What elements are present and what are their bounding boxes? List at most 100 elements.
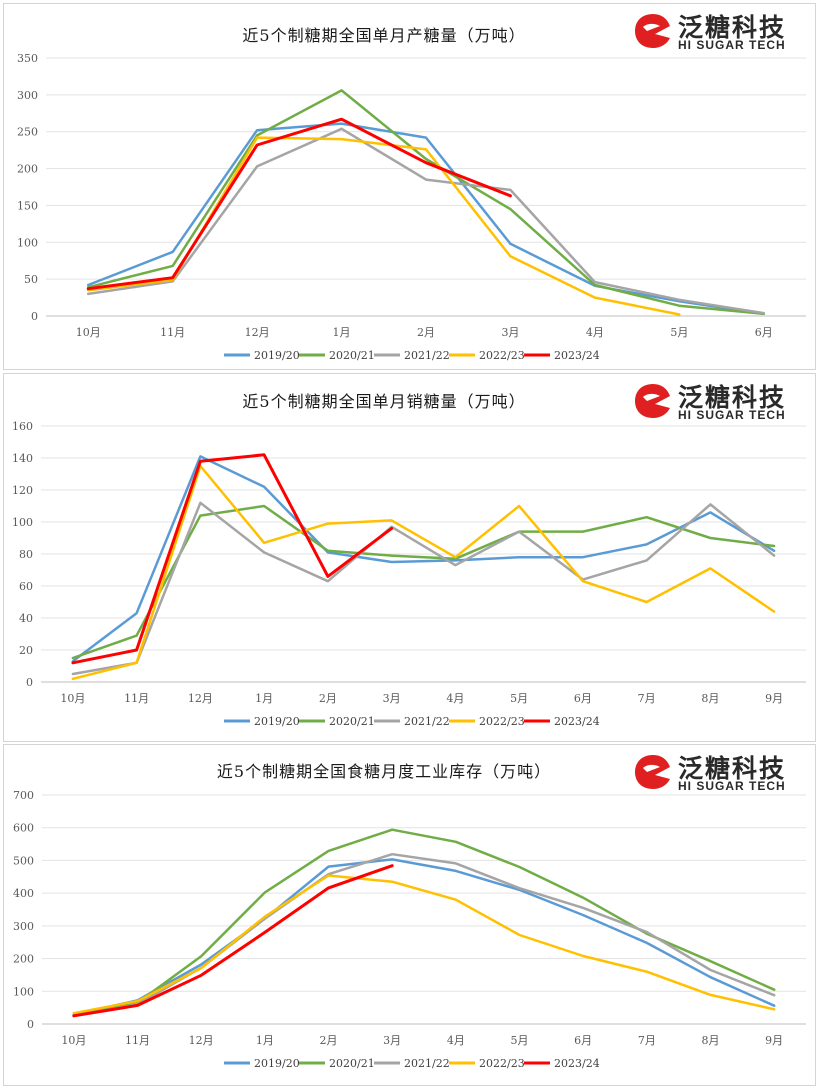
y-tick-label: 40: [19, 612, 33, 625]
x-tick-label: 9月: [765, 1034, 783, 1047]
legend-label: 2022/23: [479, 1057, 525, 1070]
x-tick-label: 8月: [702, 1034, 720, 1047]
y-tick-label: 700: [13, 789, 34, 802]
brand-mark-icon: [635, 755, 670, 789]
legend-label: 2019/20: [254, 715, 300, 728]
y-tick-label: 80: [19, 548, 33, 561]
x-tick-label: 2月: [417, 326, 435, 339]
y-tick-label: 500: [13, 854, 34, 867]
y-tick-label: 120: [12, 484, 33, 497]
x-tick-label: 6月: [755, 326, 773, 339]
x-tick-label: 4月: [447, 1034, 465, 1047]
series-line-2023-24: [71, 453, 394, 665]
y-tick-label: 200: [13, 953, 34, 966]
brand-name-cn: 泛糖科技: [678, 13, 787, 42]
y-tick-label: 100: [17, 236, 38, 249]
chart-title: 近5个制糖期全国单月销糖量（万吨）: [242, 392, 526, 411]
x-tick-label: 10月: [60, 692, 85, 705]
x-tick-label: 1月: [256, 1034, 274, 1047]
series-line-2019-20: [72, 858, 776, 1016]
legend-label: 2020/21: [329, 349, 375, 362]
y-tick-label: 60: [19, 580, 33, 593]
brand-logo: 泛糖科技 HI SUGAR TECH: [633, 10, 803, 54]
series-line-2023-24: [86, 117, 512, 291]
x-tick-label: 3月: [383, 1034, 401, 1047]
brand-name-cn: 泛糖科技: [678, 754, 787, 783]
y-tick-label: 300: [13, 920, 34, 933]
series-line-2022-23: [86, 136, 681, 316]
y-tick-label: 0: [26, 676, 33, 689]
y-tick-label: 0: [31, 310, 38, 323]
series-line-2019-20: [71, 455, 776, 663]
x-tick-label: 6月: [574, 1034, 592, 1047]
x-tick-label: 2月: [319, 692, 337, 705]
y-tick-label: 0: [27, 1018, 34, 1031]
x-tick-label: 4月: [446, 692, 464, 705]
legend-label: 2019/20: [254, 349, 300, 362]
series-line-2021-22: [86, 127, 766, 315]
line-chart-sales: 0 20 40 60 80 100 120 140 160 10月 11月 12月 1月 2月 3月 4月 5月…: [12, 420, 806, 728]
line-chart-inventory: 0 100 200 300 400 500 600 700 10月 11月 12月 1月 2月 3月 4月 5…: [13, 789, 806, 1070]
x-tick-label: 5月: [511, 1034, 529, 1047]
y-tick-label: 100: [12, 516, 33, 529]
brand-name-en: HI SUGAR TECH: [678, 38, 786, 52]
series-line-2020-21: [86, 89, 766, 316]
chart-title: 近5个制糖期全国食糖月度工业库存（万吨）: [216, 762, 552, 781]
y-tick-label: 140: [12, 452, 33, 465]
legend-label: 2023/24: [554, 349, 600, 362]
series-line-2022-23: [72, 874, 776, 1015]
x-tick-label: 11月: [160, 326, 185, 339]
brand-name-en: HI SUGAR TECH: [678, 779, 786, 793]
brand-logo: 泛糖科技 HI SUGAR TECH: [633, 380, 803, 424]
x-tick-label: 5月: [510, 692, 528, 705]
legend-label: 2023/24: [554, 1057, 600, 1070]
x-tick-label: 10月: [61, 1034, 86, 1047]
y-tick-label: 160: [12, 420, 33, 433]
brand-mark-icon: [635, 384, 670, 418]
legend-label: 2022/23: [479, 715, 525, 728]
x-tick-label: 6月: [574, 692, 592, 705]
legend-label: 2023/24: [554, 715, 600, 728]
x-tick-label: 7月: [638, 1034, 656, 1047]
x-tick-label: 3月: [383, 692, 401, 705]
legend-label: 2020/21: [329, 715, 375, 728]
x-tick-label: 12月: [188, 692, 213, 705]
chart-panel-production: 近5个制糖期全国单月产糖量（万吨） 泛糖科技 HI SUGAR TECH 0 50…: [3, 3, 816, 370]
x-tick-label: 11月: [124, 692, 149, 705]
brand-name-cn: 泛糖科技: [678, 383, 787, 412]
x-tick-label: 2月: [320, 1034, 338, 1047]
x-tick-label: 11月: [125, 1034, 150, 1047]
x-tick-label: 3月: [501, 326, 519, 339]
brand-logo: 泛糖科技 HI SUGAR TECH: [633, 751, 803, 795]
y-tick-label: 300: [17, 89, 38, 102]
x-tick-label: 1月: [333, 326, 351, 339]
y-tick-label: 350: [17, 52, 38, 65]
legend-label: 2021/22: [404, 1057, 450, 1070]
legend-label: 2019/20: [254, 1057, 300, 1070]
legend-label: 2021/22: [404, 715, 450, 728]
series-line-2020-21: [71, 504, 776, 660]
y-tick-label: 600: [13, 822, 34, 835]
chart-title: 近5个制糖期全国单月产糖量（万吨）: [242, 26, 526, 45]
x-tick-label: 4月: [586, 326, 604, 339]
y-tick-label: 100: [13, 985, 34, 998]
chart-panel-sales: 近5个制糖期全国单月销糖量（万吨） 泛糖科技 HI SUGAR TECH 0 20…: [3, 373, 816, 742]
legend-label: 2020/21: [329, 1057, 375, 1070]
series-line-2019-20: [86, 122, 766, 316]
legend-label: 2021/22: [404, 349, 450, 362]
y-tick-label: 250: [17, 126, 38, 139]
y-tick-label: 20: [19, 644, 33, 657]
legend-label: 2022/23: [479, 349, 525, 362]
chart-panel-inventory: 近5个制糖期全国食糖月度工业库存（万吨） 泛糖科技 HI SUGAR TECH …: [3, 744, 816, 1086]
y-tick-label: 50: [24, 273, 38, 286]
y-tick-label: 200: [17, 163, 38, 176]
x-tick-label: 9月: [765, 692, 783, 705]
x-tick-label: 8月: [701, 692, 719, 705]
x-tick-label: 5月: [670, 326, 688, 339]
brand-mark-icon: [635, 14, 670, 48]
line-chart-production: 0 50 100 150 200 250 300 350 10月 11月 12月 1月 2月 3月 4月 5月…: [17, 52, 806, 362]
x-tick-label: 10月: [76, 326, 101, 339]
x-tick-label: 12月: [245, 326, 270, 339]
y-tick-label: 400: [13, 887, 34, 900]
y-tick-label: 150: [17, 199, 38, 212]
